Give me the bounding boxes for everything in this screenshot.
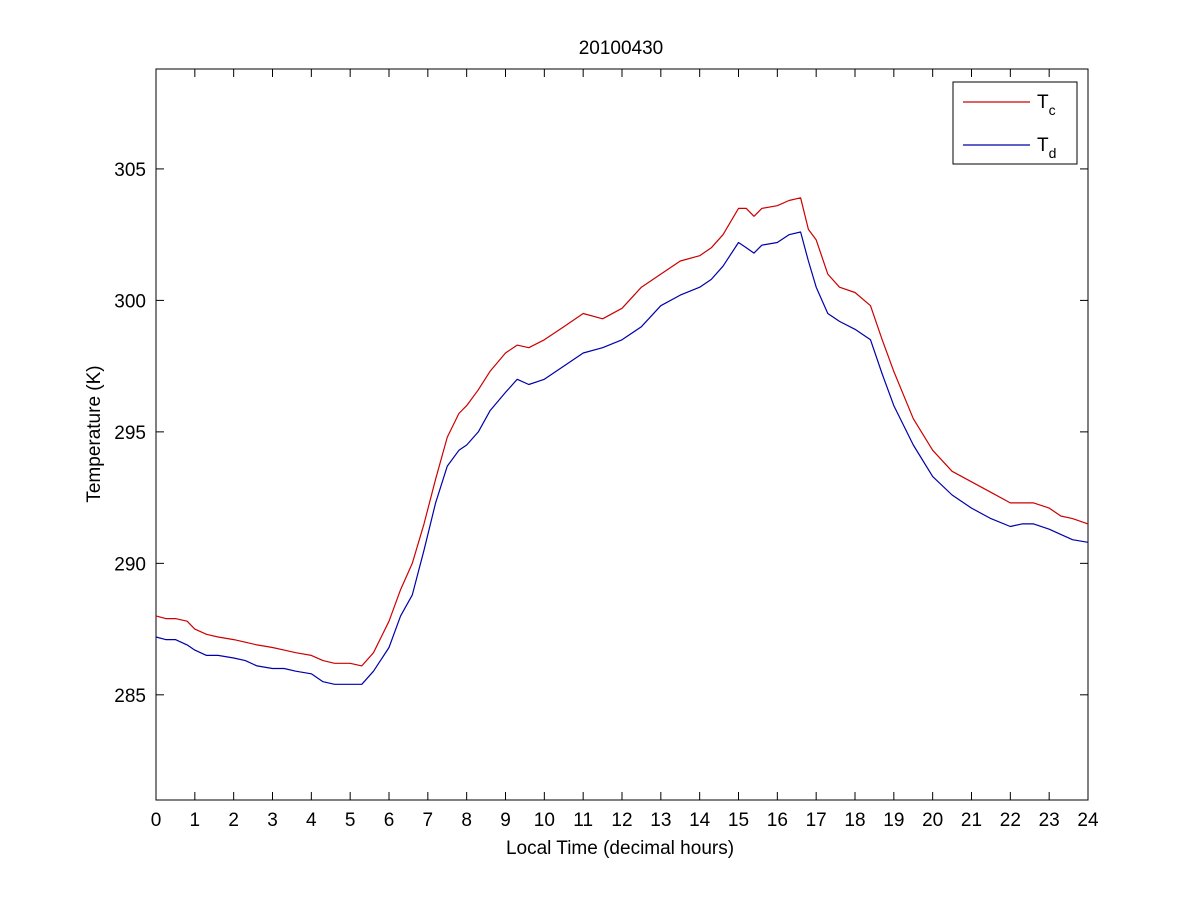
y-axis-label: Temperature (K) bbox=[84, 365, 105, 502]
y-tick-label: 305 bbox=[114, 160, 146, 181]
x-tick-label: 4 bbox=[306, 810, 317, 831]
x-tick-label: 5 bbox=[345, 810, 356, 831]
y-tick-label: 300 bbox=[114, 291, 146, 312]
x-tick-label: 6 bbox=[384, 810, 395, 831]
x-tick-label: 17 bbox=[806, 810, 827, 831]
plot-area bbox=[155, 68, 1089, 801]
x-tick-label: 22 bbox=[1000, 810, 1021, 831]
x-tick-label: 19 bbox=[883, 810, 904, 831]
x-tick-label: 14 bbox=[689, 810, 711, 831]
x-tick-label: 8 bbox=[461, 810, 472, 831]
series-layer bbox=[155, 197, 1089, 685]
legend-label: Td bbox=[1037, 135, 1056, 161]
x-tick-label: 12 bbox=[611, 810, 632, 831]
x-tick-label: 18 bbox=[844, 810, 865, 831]
legend: Tc Td bbox=[952, 81, 1078, 165]
series-line-t-c bbox=[155, 197, 1089, 667]
x-tick-label: 13 bbox=[650, 810, 671, 831]
x-tick-label: 24 bbox=[1077, 810, 1099, 831]
x-tick-label: 20 bbox=[922, 810, 943, 831]
x-tick-label: 21 bbox=[961, 810, 982, 831]
x-tick-label: 2 bbox=[228, 810, 239, 831]
x-axis: 0 1 2 3 4 5 6 7 8 9 10 11 12 13 14 15 16 17 18 19 20 21 22 23 24 bbox=[151, 69, 1099, 831]
x-tick-label: 10 bbox=[534, 810, 555, 831]
x-tick-label: 16 bbox=[767, 810, 788, 831]
x-tick-label: 11 bbox=[573, 810, 593, 831]
x-tick-label: 23 bbox=[1039, 810, 1060, 831]
x-tick-label: 15 bbox=[728, 810, 749, 831]
x-tick-label: 1 bbox=[190, 810, 201, 831]
legend-label: Tc bbox=[1037, 92, 1056, 118]
y-tick-label: 285 bbox=[114, 686, 146, 707]
x-tick-label: 7 bbox=[423, 810, 434, 831]
x-tick-label: 9 bbox=[500, 810, 511, 831]
y-axis: 285 290 295 300 305 bbox=[114, 160, 1088, 707]
x-axis-label: Local Time (decimal hours) bbox=[506, 838, 734, 859]
y-tick-label: 290 bbox=[114, 554, 146, 575]
legend-box bbox=[952, 81, 1078, 165]
x-tick-label: 0 bbox=[151, 810, 162, 831]
chart-title: 20100430 bbox=[579, 38, 664, 59]
series-line-t-d bbox=[155, 231, 1089, 685]
y-tick-label: 295 bbox=[114, 423, 146, 444]
x-tick-label: 3 bbox=[267, 810, 278, 831]
